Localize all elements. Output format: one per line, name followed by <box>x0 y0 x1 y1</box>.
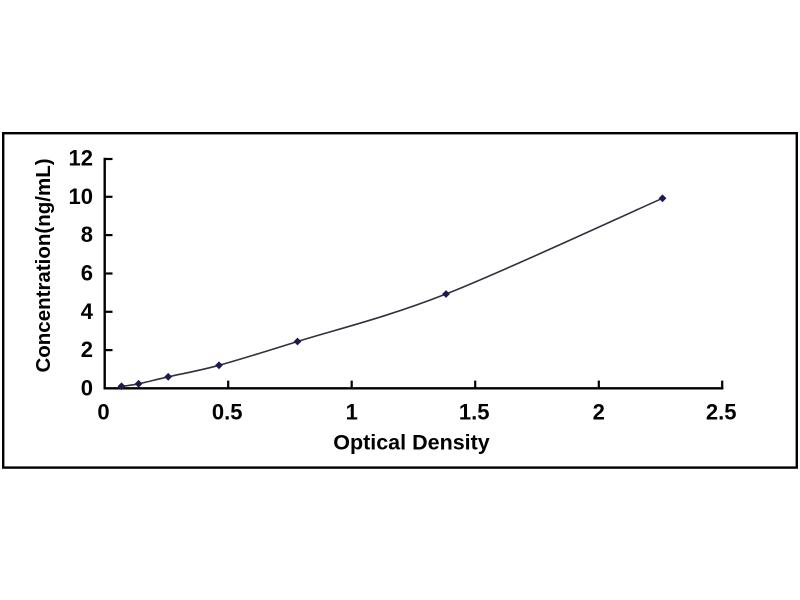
svg-text:12: 12 <box>69 146 93 171</box>
svg-text:0: 0 <box>97 400 109 425</box>
svg-text:2: 2 <box>593 400 605 425</box>
svg-text:0.5: 0.5 <box>212 400 243 425</box>
svg-text:0: 0 <box>81 375 93 400</box>
svg-text:Concentration(ng/mL): Concentration(ng/mL) <box>32 158 55 372</box>
svg-text:1.5: 1.5 <box>459 400 490 425</box>
svg-text:8: 8 <box>81 222 93 247</box>
svg-text:1: 1 <box>346 400 358 425</box>
svg-text:2.5: 2.5 <box>706 400 737 425</box>
svg-text:10: 10 <box>69 184 93 209</box>
svg-text:4: 4 <box>81 299 94 324</box>
svg-text:6: 6 <box>81 261 93 286</box>
svg-text:Optical Density: Optical Density <box>333 431 490 455</box>
svg-text:2: 2 <box>81 337 93 362</box>
